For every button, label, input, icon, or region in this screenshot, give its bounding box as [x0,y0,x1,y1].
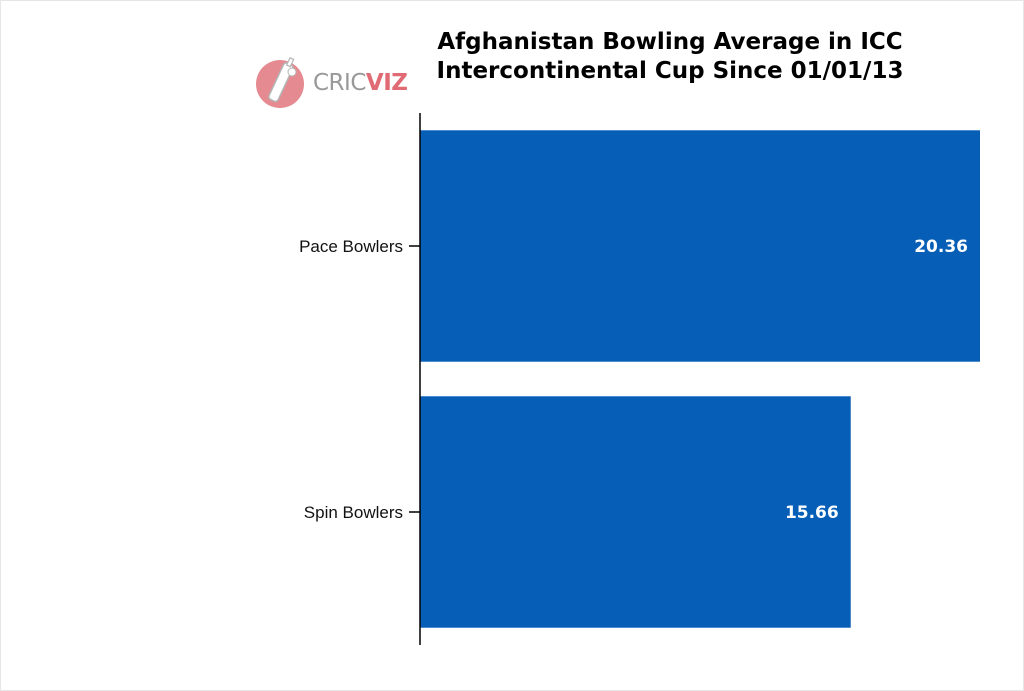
y-tick-label: Spin Bowlers [304,503,403,522]
y-tick-label: Pace Bowlers [299,237,403,256]
bar-pace-bowlers [420,130,980,362]
data-label-spin-bowlers: 15.66 [785,503,839,523]
logo-text-accent: VIZ [365,70,408,96]
chart-title-line-1: Afghanistan Bowling Average in ICC [437,29,903,55]
chart-title: Afghanistan Bowling Average in ICC Inter… [380,28,960,86]
bars-layer: 20.36 15.66 [420,130,980,628]
chart-title-line-2: Intercontinental Cup Since 01/01/13 [436,58,904,84]
ticks-layer: Pace Bowlers Spin Bowlers [299,237,420,522]
data-label-pace-bowlers: 20.36 [914,237,968,257]
cricviz-logo-icon [256,56,304,108]
logo-text-plain: CRIC [313,70,366,96]
cricviz-logo-text: CRICVIZ [313,70,408,96]
bar-spin-bowlers [420,396,851,628]
